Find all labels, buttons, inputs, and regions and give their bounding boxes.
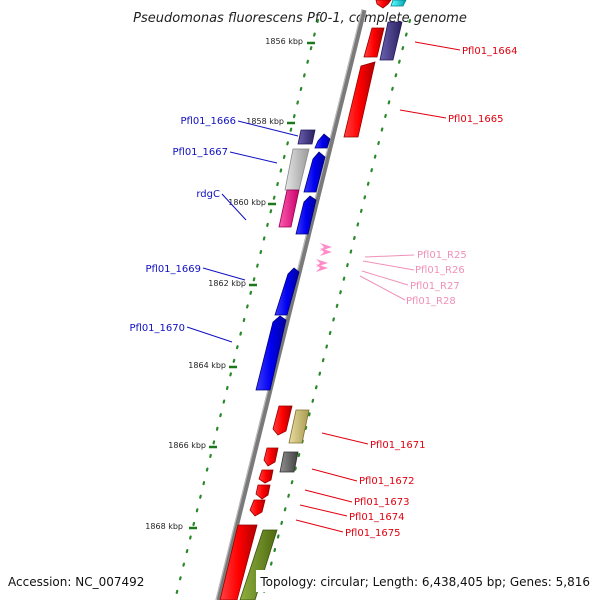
- kbp-label: 1860 kbp: [228, 198, 266, 207]
- gene-label-pfl01-r25[interactable]: Pfl01_R25: [417, 250, 467, 261]
- gene-red-top: [375, 0, 392, 9]
- gene-navy-1664: [379, 21, 403, 61]
- gene-red-1671: [272, 405, 293, 436]
- inner-dotted-track: [173, 18, 320, 600]
- gene-label-pfl01-r28[interactable]: Pfl01_R28: [406, 296, 456, 307]
- accession-text: Accession: NC_007492: [8, 575, 144, 589]
- gene-red-1672: [263, 447, 279, 467]
- kbp-label: 1862 kbp: [208, 279, 246, 288]
- trna-chevron: [320, 248, 332, 256]
- gene-label-pfl01-r27[interactable]: Pfl01_R27: [410, 281, 460, 292]
- gene-labels: Pfl01_1664 Pfl01_1665 Pfl01_1666 Pfl01_1…: [129, 46, 517, 539]
- outer-dotted-track: [260, 18, 412, 600]
- gene-label-pfl01-1672[interactable]: Pfl01_1672: [359, 476, 415, 487]
- gene-label-pfl01-1669[interactable]: Pfl01_1669: [145, 264, 201, 275]
- gene-label-pfl01-1667[interactable]: Pfl01_1667: [172, 147, 228, 158]
- gene-blue-1667: [303, 151, 326, 193]
- gene-label-rdgc[interactable]: rdgC: [196, 189, 220, 200]
- kbp-label: 1868 kbp: [145, 522, 183, 531]
- trna-chevron: [320, 243, 332, 251]
- footer-left-bg: [0, 570, 150, 592]
- gene-label-pfl01-1666[interactable]: Pfl01_1666: [180, 116, 236, 127]
- gene-label-pfl01-1670[interactable]: Pfl01_1670: [129, 323, 185, 334]
- kbp-label: 1864 kbp: [188, 361, 226, 370]
- trna-chevron: [316, 264, 328, 272]
- forward-strand-genes: [239, 0, 407, 600]
- gene-navy-1666: [297, 129, 316, 145]
- gene-blue-1669: [274, 267, 300, 316]
- gene-gray-1667: [284, 148, 310, 191]
- kbp-label: 1866 kbp: [168, 441, 206, 450]
- gene-label-pfl01-1675[interactable]: Pfl01_1675: [345, 528, 401, 539]
- gene-blue-1666: [314, 133, 331, 149]
- gene-label-pfl01-1674[interactable]: Pfl01_1674: [349, 512, 405, 523]
- kbp-label: 1858 kbp: [246, 117, 284, 126]
- gene-label-pfl01-1673[interactable]: Pfl01_1673: [354, 497, 410, 508]
- trna-markers: [316, 243, 332, 272]
- gene-red-1665: [343, 61, 376, 138]
- kbp-ticks: [189, 41, 315, 530]
- genome-backbone: [215, 9, 367, 600]
- gene-red-1675: [219, 524, 258, 600]
- gene-pink-rdgc: [278, 189, 300, 228]
- gene-label-pfl01-1665[interactable]: Pfl01_1665: [448, 114, 504, 125]
- gene-cyan-top: [390, 0, 407, 7]
- gene-blue-1670: [255, 315, 287, 391]
- leader-lines: [186, 41, 461, 533]
- map-title: Pseudomonas fluorescens Pf0-1, complete …: [133, 11, 467, 26]
- gene-red-1673: [258, 469, 274, 484]
- gene-label-pfl01-1671[interactable]: Pfl01_1671: [370, 440, 426, 451]
- gene-label-pfl01-1664[interactable]: Pfl01_1664: [462, 46, 518, 57]
- genome-summary-text: Topology: circular; Length: 6,438,405 bp…: [259, 575, 590, 589]
- gene-blue-rdgc: [295, 195, 317, 235]
- gene-olive-1675: [239, 529, 278, 600]
- reverse-strand-genes: [219, 129, 316, 600]
- footer-right-bg: [256, 570, 600, 592]
- kbp-label: 1856 kbp: [265, 37, 303, 46]
- gene-label-pfl01-r26[interactable]: Pfl01_R26: [415, 265, 465, 276]
- gene-dgray-1672: [279, 451, 299, 473]
- gene-red-1674a: [255, 484, 271, 500]
- gene-khaki-1671: [288, 409, 310, 444]
- gene-red-1664: [363, 27, 385, 58]
- gene-red-1674b: [249, 499, 266, 517]
